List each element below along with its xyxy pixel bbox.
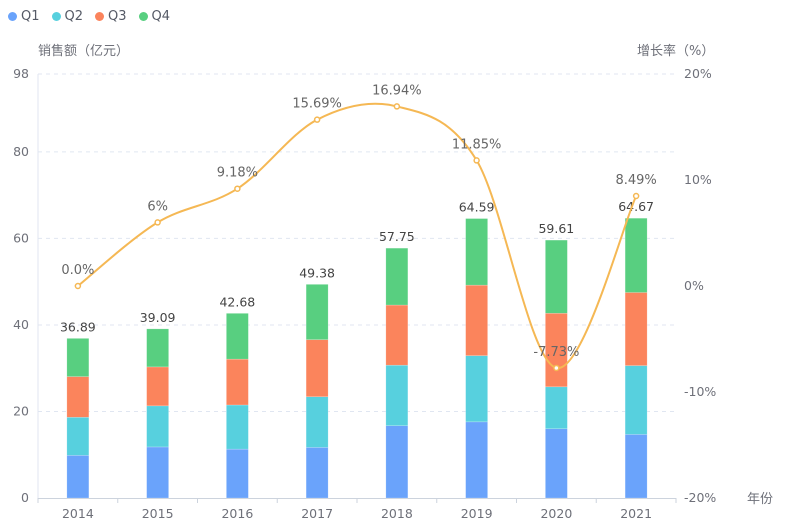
bar-q2 <box>624 365 648 435</box>
bar-q2 <box>465 355 488 423</box>
legend-swatch-q4 <box>138 12 148 21</box>
growth-label: 9.18% <box>217 166 258 181</box>
bar-total-label: 57.75 <box>379 229 415 244</box>
bar-q3 <box>305 339 329 398</box>
bar-q2 <box>226 404 249 450</box>
bar-q1 <box>545 428 568 499</box>
bar-total-label: 39.09 <box>140 310 176 325</box>
bar-q2 <box>146 405 169 448</box>
bar-total-label: 59.61 <box>538 221 574 236</box>
bar-q3 <box>624 292 648 366</box>
growth-point <box>234 185 241 192</box>
bar-q2 <box>66 417 90 456</box>
bar-q2 <box>545 386 568 430</box>
growth-point <box>313 116 321 123</box>
legend-item-q1[interactable]: Q1 <box>8 9 40 24</box>
x-tick-label: 2017 <box>301 506 333 521</box>
x-tick-label: 2019 <box>461 506 493 521</box>
bar-q3 <box>385 304 409 366</box>
y-tick-label-left: 0 <box>21 490 29 505</box>
bar-total-label: 64.67 <box>618 199 654 214</box>
bar-total-label: 42.68 <box>219 294 255 309</box>
bar-q2 <box>305 396 329 448</box>
bar-q4 <box>146 328 169 368</box>
y-tick-label-left: 20 <box>13 403 29 418</box>
bar-q1 <box>465 421 488 499</box>
x-tick-label: 2014 <box>62 506 94 521</box>
y-tick-label-left: 80 <box>13 144 29 159</box>
legend-swatch-q2 <box>51 12 61 21</box>
growth-label: 0.0% <box>61 263 94 278</box>
legend-item-q3[interactable]: Q3 <box>95 9 127 24</box>
bar-q3 <box>146 366 169 407</box>
bar-total-label: 49.38 <box>299 265 335 280</box>
legend-swatch-q3 <box>95 12 105 21</box>
x-tick-label: 2015 <box>142 506 174 521</box>
growth-point <box>553 364 560 372</box>
growth-label: 8.49% <box>615 173 656 188</box>
y-tick-label-left: 98 <box>13 66 29 81</box>
legend-label-q1: Q1 <box>21 9 40 24</box>
growth-label: -7.73% <box>533 345 579 360</box>
bar-q1 <box>226 448 249 499</box>
bar-q4 <box>305 284 329 340</box>
bar-q1 <box>385 425 409 499</box>
x-tick-label: 2020 <box>540 506 572 521</box>
growth-label: 6% <box>147 199 168 214</box>
growth-point <box>74 282 82 290</box>
legend-item-q2[interactable]: Q2 <box>51 9 84 24</box>
y-tick-label-left: 60 <box>13 230 29 245</box>
y-axis-title-left: 销售额（亿元） <box>38 44 130 59</box>
bar-q1 <box>305 447 329 499</box>
legend-label-q4: Q4 <box>151 9 171 24</box>
bar-q4 <box>465 218 488 286</box>
growth-point <box>632 192 640 200</box>
legend: Q1 Q2 Q3 Q4 <box>8 9 170 24</box>
x-tick-label: 2021 <box>620 506 652 521</box>
bar-q4 <box>385 247 409 306</box>
bar-q3 <box>226 358 249 406</box>
bar-q4 <box>66 338 90 377</box>
bar-q4 <box>545 239 568 314</box>
bar-total-label: 36.89 <box>60 319 96 334</box>
legend-label-q2: Q2 <box>64 9 84 24</box>
y-tick-label-right: -10% <box>684 384 716 399</box>
y-tick-label-right: 20% <box>684 66 712 81</box>
growth-point <box>473 157 480 164</box>
bar-q3 <box>66 376 90 418</box>
growth-label: 11.85% <box>452 137 502 152</box>
bar-q2 <box>385 364 409 426</box>
x-axis-title: 年份 <box>747 492 774 507</box>
x-tick-label: 2018 <box>381 506 413 521</box>
bar-total-label: 64.59 <box>459 200 495 215</box>
y-tick-label-right: -20% <box>684 490 716 505</box>
growth-label: 15.69% <box>292 97 342 112</box>
bar-q1 <box>146 446 169 499</box>
y-tick-label-right: 0% <box>684 278 704 293</box>
bar-q4 <box>226 313 249 360</box>
growth-point <box>393 103 401 110</box>
legend-swatch-q1 <box>8 12 17 21</box>
bar-q1 <box>66 455 90 499</box>
x-tick-label: 2016 <box>221 506 253 521</box>
legend-item-q4[interactable]: Q4 <box>138 9 171 24</box>
bar-q3 <box>465 284 488 356</box>
growth-label: 16.94% <box>372 83 422 98</box>
growth-point <box>154 219 161 226</box>
y-axis-title-right: 增长率（%） <box>637 44 715 59</box>
legend-label-q3: Q3 <box>108 9 127 24</box>
y-tick-label-right: 10% <box>684 172 712 187</box>
bar-q1 <box>624 434 648 499</box>
y-tick-label-left: 40 <box>13 317 29 332</box>
bar-q4 <box>624 217 648 293</box>
